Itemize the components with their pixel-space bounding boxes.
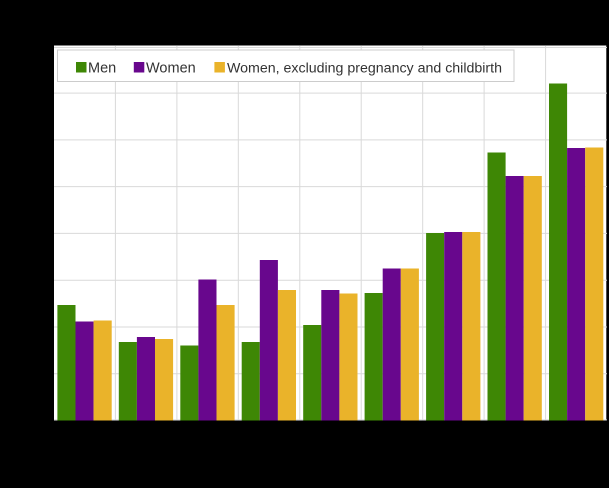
svg-text:Women: Women [146,61,196,77]
svg-text:Women, excluding pregnancy and: Women, excluding pregnancy and childbirt… [227,61,502,77]
svg-text:Men: Men [88,61,116,77]
